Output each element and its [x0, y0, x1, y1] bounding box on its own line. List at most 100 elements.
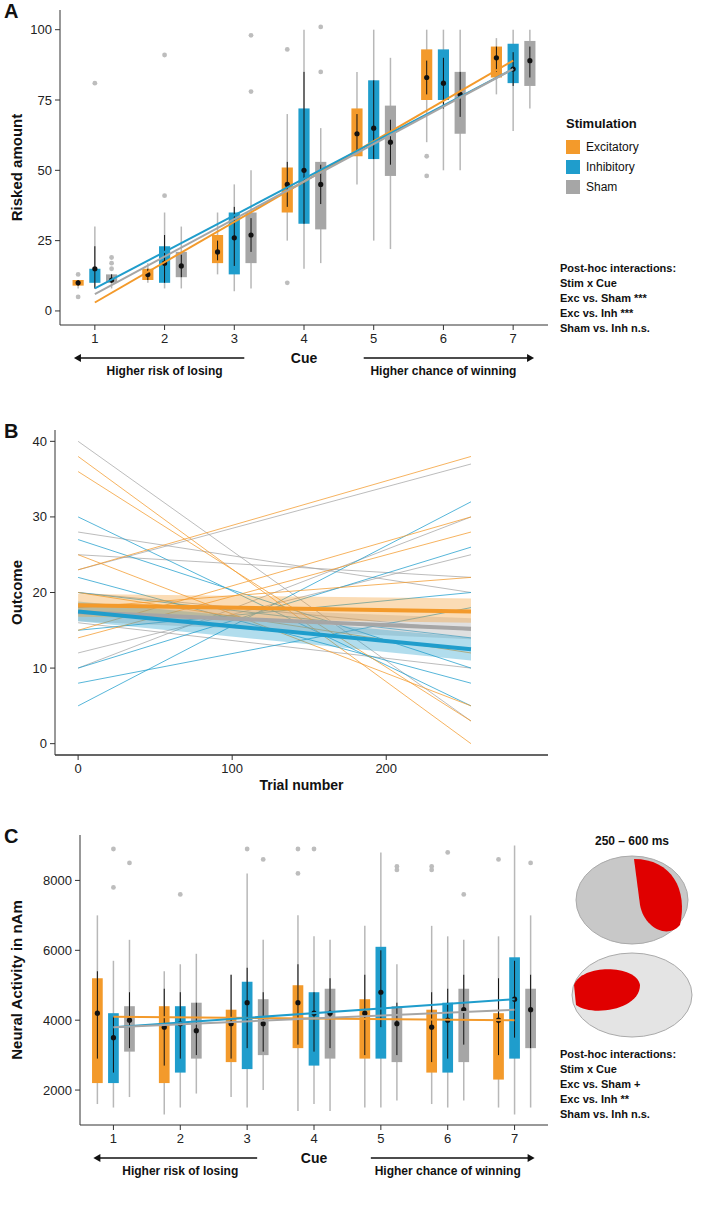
outlier: [76, 294, 81, 299]
mean-point: [295, 1000, 300, 1005]
mean-point: [127, 1018, 132, 1023]
y-tick: [55, 170, 60, 171]
outlier: [445, 850, 450, 855]
annotation: Post-hoc interactions:: [560, 1048, 676, 1060]
y-tick: [50, 592, 55, 593]
error-bar: [396, 1003, 397, 1055]
x-tick: [513, 325, 514, 330]
x-axis-range: [55, 755, 548, 756]
outlier: [109, 255, 114, 260]
x-tick: [447, 1125, 448, 1130]
y-tick-label: 25: [38, 233, 52, 248]
mean-point: [378, 990, 383, 995]
plot-area: [92, 845, 536, 1114]
subject-line: [78, 532, 471, 592]
mean-point: [394, 1021, 399, 1026]
x-tick: [232, 755, 233, 760]
brain-front: [576, 856, 688, 944]
outlier: [395, 868, 400, 873]
x-axis-title: Cue: [301, 1150, 328, 1166]
mean-point: [371, 126, 376, 131]
outlier: [109, 266, 114, 271]
annotations: Post-hoc interactions:Stim x CueExc vs. …: [560, 1048, 676, 1120]
y-axis: [60, 10, 61, 325]
outlier: [249, 33, 254, 38]
subject-line: [78, 456, 471, 569]
outlier: [245, 847, 250, 852]
outlier: [461, 892, 466, 897]
outlier: [162, 53, 167, 58]
y-tick: [55, 29, 60, 30]
mean-point: [494, 55, 499, 60]
y-tick: [75, 1020, 80, 1021]
plot-area: [73, 24, 536, 302]
arrow-head: [528, 1154, 535, 1162]
error-bar: [314, 992, 315, 1051]
outlier: [496, 857, 501, 862]
x-tick-label: 1: [91, 331, 98, 346]
legend-swatch: [566, 180, 580, 194]
y-tick-label: 75: [38, 93, 52, 108]
x-tick: [164, 325, 165, 330]
box: [376, 947, 387, 1059]
mean-point: [362, 1011, 367, 1016]
y-tick: [55, 310, 60, 311]
error-bar: [304, 72, 305, 224]
mean-point: [232, 235, 237, 240]
outlier: [76, 272, 81, 277]
legend-label: Excitatory: [586, 140, 639, 154]
error-bar: [247, 968, 248, 1048]
y-tick: [55, 100, 60, 101]
arrow: [80, 357, 244, 359]
fit-line: [113, 999, 514, 1027]
box: [108, 1013, 119, 1083]
subject-line: [78, 555, 471, 706]
panel-letter: A: [4, 0, 18, 22]
fit-line: [95, 69, 513, 294]
panel-letter: B: [4, 420, 18, 442]
y-tick-label: 40: [33, 434, 47, 449]
x-tick-label: 2: [177, 1131, 184, 1146]
x-tick: [314, 1125, 315, 1130]
fit-line: [113, 1010, 514, 1027]
mean-point: [215, 249, 220, 254]
mean-point: [92, 266, 97, 271]
y-tick-label: 10: [33, 661, 47, 676]
x-annotation: Higher chance of winning: [375, 1164, 521, 1178]
x-tick: [180, 1125, 181, 1130]
y-tick-label: 100: [30, 22, 52, 37]
outlier: [285, 47, 290, 52]
x-annotation: Higher chance of winning: [370, 364, 516, 378]
subject-line: [78, 540, 471, 668]
y-axis-title: Neural Activity in nAm: [8, 900, 25, 1059]
y-tick-label: 30: [33, 509, 47, 524]
outlier: [261, 857, 266, 862]
subject-line: [78, 547, 471, 668]
x-tick-label: 2: [161, 331, 168, 346]
brain-region: [574, 969, 640, 1010]
arrow: [371, 1157, 529, 1159]
subject-line: [78, 464, 471, 570]
mean-point: [318, 182, 323, 187]
annotation: Stim x Cue: [560, 1063, 617, 1075]
x-tick-label: 6: [444, 1131, 451, 1146]
subject-line: [78, 577, 471, 683]
fit-line: [95, 61, 513, 303]
brain-region: [634, 859, 682, 931]
x-axis-title: Trial number: [259, 777, 344, 793]
mean-point: [388, 140, 393, 145]
mean-point: [248, 232, 253, 237]
x-tick-label: 5: [370, 331, 377, 346]
mean-point: [354, 131, 359, 136]
mean-point: [111, 1035, 116, 1040]
x-tick: [234, 325, 235, 330]
x-axis-title: Cue: [291, 350, 318, 366]
legend-swatch: [566, 160, 580, 174]
outlier: [249, 89, 254, 94]
y-axis-title: Risked amount: [8, 114, 25, 222]
mean-point: [261, 1021, 266, 1026]
brain-images: [572, 856, 692, 1037]
mean-point: [179, 263, 184, 268]
error-bar: [447, 989, 448, 1059]
outlier: [424, 174, 429, 179]
